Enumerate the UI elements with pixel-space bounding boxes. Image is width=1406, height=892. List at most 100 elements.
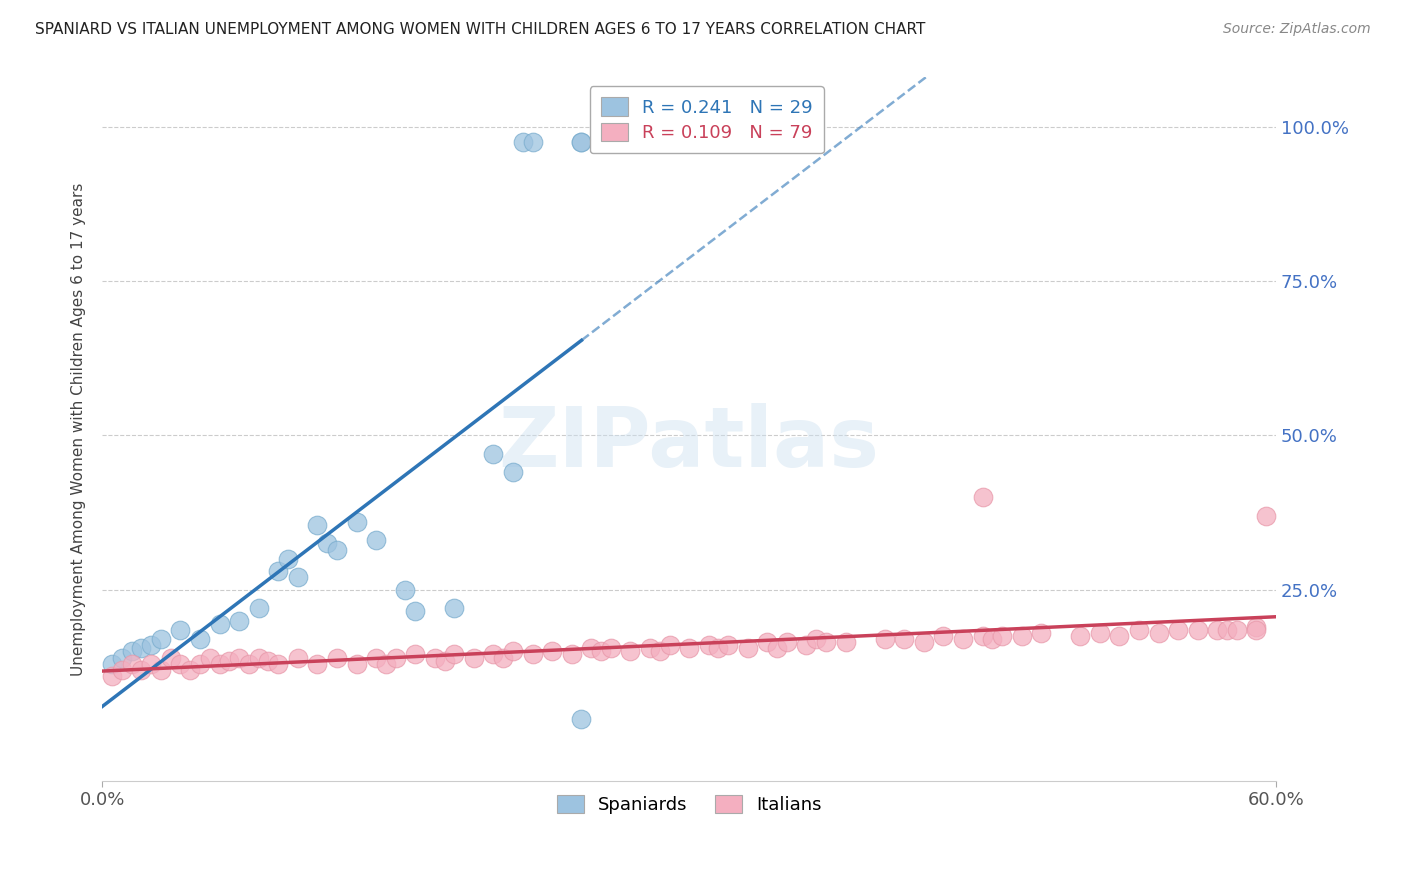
Point — [492, 650, 515, 665]
Point — [1246, 623, 1268, 637]
Point — [482, 447, 505, 461]
Point — [981, 632, 1004, 646]
Point — [1128, 623, 1150, 637]
Point — [307, 657, 329, 671]
Point — [991, 629, 1014, 643]
Point — [571, 712, 593, 726]
Point — [502, 466, 524, 480]
Point — [1069, 629, 1091, 643]
Point — [581, 641, 603, 656]
Point — [502, 644, 524, 658]
Point — [131, 663, 153, 677]
Point — [1216, 623, 1239, 637]
Point — [1246, 620, 1268, 634]
Point — [121, 644, 143, 658]
Point — [198, 650, 221, 665]
Point — [561, 648, 583, 662]
Point — [169, 623, 191, 637]
Point — [873, 632, 896, 646]
Point — [111, 650, 134, 665]
Point — [571, 135, 593, 149]
Point — [287, 570, 309, 584]
Point — [111, 663, 134, 677]
Point — [1147, 626, 1170, 640]
Point — [834, 635, 856, 649]
Point — [766, 641, 789, 656]
Point — [1187, 623, 1209, 637]
Point — [394, 582, 416, 597]
Point — [648, 644, 671, 658]
Point — [326, 650, 349, 665]
Point — [1226, 623, 1249, 637]
Point — [972, 629, 994, 643]
Point — [384, 650, 406, 665]
Point — [188, 632, 211, 646]
Point — [307, 517, 329, 532]
Point — [257, 654, 280, 668]
Point — [346, 515, 368, 529]
Point — [404, 648, 426, 662]
Point — [1031, 626, 1053, 640]
Point — [1256, 508, 1278, 523]
Point — [756, 635, 779, 649]
Point — [1088, 626, 1111, 640]
Point — [796, 638, 818, 652]
Point — [619, 644, 641, 658]
Point — [228, 614, 250, 628]
Point — [159, 650, 181, 665]
Point — [589, 644, 612, 658]
Point — [1108, 629, 1130, 643]
Point — [218, 654, 240, 668]
Point — [599, 641, 621, 656]
Point — [208, 616, 231, 631]
Text: ZIPatlas: ZIPatlas — [499, 403, 880, 483]
Point — [374, 657, 396, 671]
Point — [522, 135, 544, 149]
Point — [277, 551, 299, 566]
Point — [522, 648, 544, 662]
Point — [707, 641, 730, 656]
Point — [1167, 623, 1189, 637]
Point — [139, 638, 162, 652]
Point — [228, 650, 250, 665]
Point — [952, 632, 974, 646]
Point — [364, 650, 387, 665]
Point — [149, 663, 172, 677]
Point — [638, 641, 661, 656]
Point — [346, 657, 368, 671]
Point — [121, 657, 143, 671]
Point — [893, 632, 915, 646]
Point — [101, 669, 124, 683]
Point — [912, 635, 935, 649]
Text: Source: ZipAtlas.com: Source: ZipAtlas.com — [1223, 22, 1371, 37]
Point — [423, 650, 446, 665]
Point — [101, 657, 124, 671]
Point — [443, 648, 465, 662]
Point — [149, 632, 172, 646]
Point — [169, 657, 191, 671]
Point — [208, 657, 231, 671]
Text: SPANIARD VS ITALIAN UNEMPLOYMENT AMONG WOMEN WITH CHILDREN AGES 6 TO 17 YEARS CO: SPANIARD VS ITALIAN UNEMPLOYMENT AMONG W… — [35, 22, 925, 37]
Point — [571, 135, 593, 149]
Point — [443, 601, 465, 615]
Point — [972, 490, 994, 504]
Point — [267, 564, 290, 578]
Point — [364, 533, 387, 548]
Point — [247, 601, 270, 615]
Point — [463, 650, 485, 665]
Point — [139, 657, 162, 671]
Point — [131, 641, 153, 656]
Point — [1011, 629, 1033, 643]
Point — [737, 641, 759, 656]
Point — [678, 641, 700, 656]
Point — [247, 650, 270, 665]
Point — [932, 629, 955, 643]
Point — [658, 638, 681, 652]
Point — [697, 638, 720, 652]
Point — [814, 635, 837, 649]
Point — [541, 644, 564, 658]
Point — [179, 663, 201, 677]
Point — [482, 648, 505, 662]
Point — [326, 542, 349, 557]
Y-axis label: Unemployment Among Women with Children Ages 6 to 17 years: Unemployment Among Women with Children A… — [72, 183, 86, 676]
